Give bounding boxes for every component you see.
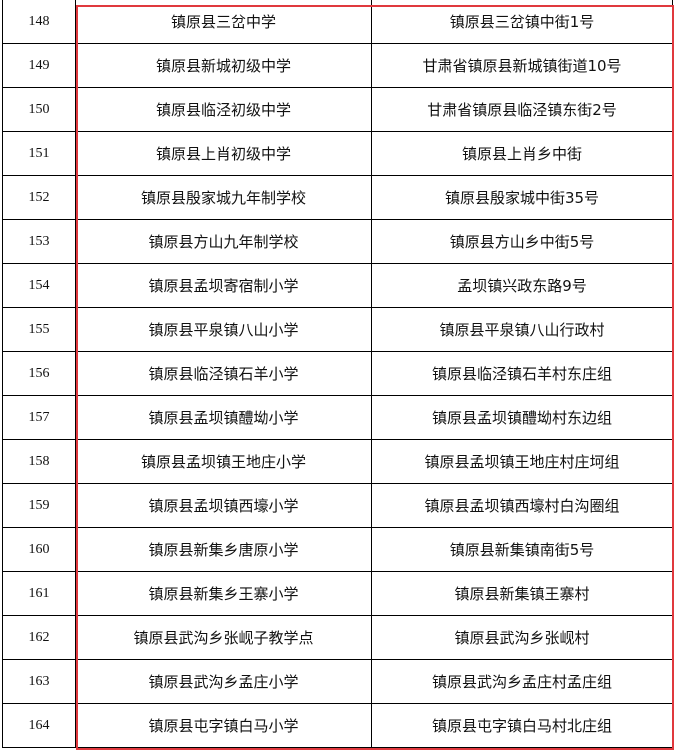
table-row: 150 镇原县临泾初级中学 甘肃省镇原县临泾镇东街2号 — [2, 87, 673, 132]
table-row: 152 镇原县殷家城九年制学校 镇原县殷家城中街35号 — [2, 175, 673, 220]
school-name: 镇原县新城初级中学 — [75, 43, 372, 88]
school-name: 镇原县孟坝寄宿制小学 — [75, 263, 372, 308]
row-number: 150 — [2, 87, 76, 132]
table-row: 162 镇原县武沟乡张岘子教学点 镇原县武沟乡张岘村 — [2, 615, 673, 660]
row-number: 152 — [2, 175, 76, 220]
school-address: 镇原县孟坝镇西壕村白沟圈组 — [371, 483, 673, 528]
school-name: 镇原县新集乡王寨小学 — [75, 571, 372, 616]
row-number: 164 — [2, 703, 76, 748]
row-number: 159 — [2, 483, 76, 528]
row-number: 157 — [2, 395, 76, 440]
table-row: 161 镇原县新集乡王寨小学 镇原县新集镇王寨村 — [2, 571, 673, 616]
school-name: 镇原县新集乡唐原小学 — [75, 527, 372, 572]
school-address: 镇原县武沟乡孟庄村孟庄组 — [371, 659, 673, 704]
school-name: 镇原县平泉镇八山小学 — [75, 307, 372, 352]
school-name: 镇原县方山九年制学校 — [75, 219, 372, 264]
school-address: 镇原县孟坝镇王地庄村庄坷组 — [371, 439, 673, 484]
row-number: 154 — [2, 263, 76, 308]
row-number: 153 — [2, 219, 76, 264]
school-address: 镇原县新集镇王寨村 — [371, 571, 673, 616]
school-address: 镇原县上肖乡中街 — [371, 131, 673, 176]
school-address: 镇原县三岔镇中街1号 — [371, 0, 673, 44]
school-address: 孟坝镇兴政东路9号 — [371, 263, 673, 308]
table-row: 159 镇原县孟坝镇西壕小学 镇原县孟坝镇西壕村白沟圈组 — [2, 483, 673, 528]
table-row: 163 镇原县武沟乡孟庄小学 镇原县武沟乡孟庄村孟庄组 — [2, 659, 673, 704]
table-row: 156 镇原县临泾镇石羊小学 镇原县临泾镇石羊村东庄组 — [2, 351, 673, 396]
school-address: 甘肃省镇原县新城镇街道10号 — [371, 43, 673, 88]
school-name: 镇原县殷家城九年制学校 — [75, 175, 372, 220]
school-name: 镇原县三岔中学 — [75, 0, 372, 44]
table-row: 151 镇原县上肖初级中学 镇原县上肖乡中街 — [2, 131, 673, 176]
row-number: 156 — [2, 351, 76, 396]
table-row: 155 镇原县平泉镇八山小学 镇原县平泉镇八山行政村 — [2, 307, 673, 352]
row-number: 162 — [2, 615, 76, 660]
row-number: 161 — [2, 571, 76, 616]
school-name: 镇原县武沟乡张岘子教学点 — [75, 615, 372, 660]
table-row: 149 镇原县新城初级中学 甘肃省镇原县新城镇街道10号 — [2, 43, 673, 88]
school-address: 镇原县殷家城中街35号 — [371, 175, 673, 220]
school-name: 镇原县临泾初级中学 — [75, 87, 372, 132]
school-address: 甘肃省镇原县临泾镇东街2号 — [371, 87, 673, 132]
school-name: 镇原县武沟乡孟庄小学 — [75, 659, 372, 704]
row-number: 163 — [2, 659, 76, 704]
table-row: 153 镇原县方山九年制学校 镇原县方山乡中街5号 — [2, 219, 673, 264]
school-address: 镇原县新集镇南街5号 — [371, 527, 673, 572]
row-number: 148 — [2, 0, 76, 44]
school-name: 镇原县孟坝镇王地庄小学 — [75, 439, 372, 484]
school-name: 镇原县屯字镇白马小学 — [75, 703, 372, 748]
table-row: 164 镇原县屯字镇白马小学 镇原县屯字镇白马村北庄组 — [2, 703, 673, 748]
row-number: 160 — [2, 527, 76, 572]
table-row: 160 镇原县新集乡唐原小学 镇原县新集镇南街5号 — [2, 527, 673, 572]
school-name: 镇原县孟坝镇西壕小学 — [75, 483, 372, 528]
table-row: 148 镇原县三岔中学 镇原县三岔镇中街1号 — [2, 0, 673, 44]
row-number: 149 — [2, 43, 76, 88]
row-number: 158 — [2, 439, 76, 484]
school-address: 镇原县临泾镇石羊村东庄组 — [371, 351, 673, 396]
school-address: 镇原县方山乡中街5号 — [371, 219, 673, 264]
school-address: 镇原县武沟乡张岘村 — [371, 615, 673, 660]
school-name: 镇原县临泾镇石羊小学 — [75, 351, 372, 396]
table-row: 158 镇原县孟坝镇王地庄小学 镇原县孟坝镇王地庄村庄坷组 — [2, 439, 673, 484]
school-name: 镇原县上肖初级中学 — [75, 131, 372, 176]
table-row: 157 镇原县孟坝镇醴坳小学 镇原县孟坝镇醴坳村东边组 — [2, 395, 673, 440]
table-row: 154 镇原县孟坝寄宿制小学 孟坝镇兴政东路9号 — [2, 263, 673, 308]
school-address: 镇原县屯字镇白马村北庄组 — [371, 703, 673, 748]
school-address: 镇原县孟坝镇醴坳村东边组 — [371, 395, 673, 440]
school-name: 镇原县孟坝镇醴坳小学 — [75, 395, 372, 440]
school-address: 镇原县平泉镇八山行政村 — [371, 307, 673, 352]
row-number: 151 — [2, 131, 76, 176]
row-number: 155 — [2, 307, 76, 352]
